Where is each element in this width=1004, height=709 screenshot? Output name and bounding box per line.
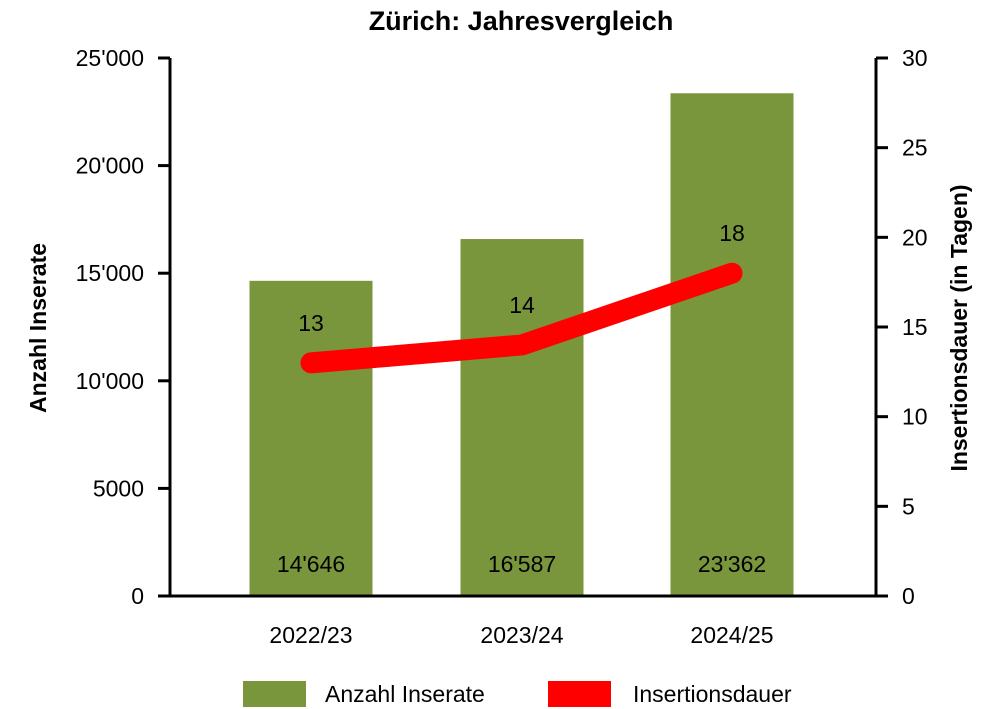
- y2-tick-label: 20: [902, 224, 928, 250]
- y2-tick-label: 10: [902, 404, 928, 430]
- bars-layer: [249, 93, 794, 597]
- line-layer: [300, 262, 743, 374]
- y-tick-label: 15'000: [76, 260, 144, 286]
- axes-layer: 0 5000 10'000 15'000 20'000 25'000 0 5 10 15 20 25 3…: [76, 45, 928, 648]
- y-tick-label: 10'000: [76, 368, 144, 394]
- y-tick-label: 0: [131, 583, 144, 609]
- chart-title: Zürich: Jahresvergleich: [369, 6, 674, 36]
- x-tick-label: 2023/24: [480, 622, 563, 648]
- y-tick-label: 5000: [93, 475, 144, 501]
- y-tick-label: 20'000: [76, 153, 144, 179]
- labels-layer: 13 14 18 14'646 16'587 23'362: [277, 220, 766, 577]
- bar-data-label: 16'587: [488, 551, 556, 577]
- y-tick-label: 25'000: [76, 45, 144, 71]
- y2-tick-label: 0: [902, 583, 915, 609]
- legend-label-line: Insertionsdauer: [633, 681, 792, 707]
- y-axis-title: Anzahl Inserate: [25, 243, 51, 413]
- y2-tick-label: 25: [902, 135, 928, 161]
- line-data-label: 13: [298, 310, 324, 336]
- y2-tick-label: 15: [902, 314, 928, 340]
- line-data-label: 14: [509, 292, 535, 318]
- bar-2022/23: [249, 280, 373, 596]
- bar-2024/25: [670, 93, 794, 597]
- legend-swatch-bar: [243, 681, 306, 707]
- insertionsdauer-line: [300, 262, 743, 374]
- legend-swatch-line: [548, 681, 611, 707]
- bar-data-label: 14'646: [277, 551, 345, 577]
- line-data-label: 18: [719, 220, 745, 246]
- bar-data-label: 23'362: [698, 551, 766, 577]
- y2-tick-label: 30: [902, 45, 928, 71]
- x-tick-label: 2024/25: [690, 622, 773, 648]
- legend-label-bar: Anzahl Inserate: [325, 681, 485, 707]
- y2-axis-title: Insertionsdauer (in Tagen): [946, 184, 972, 471]
- legend: Anzahl Inserate Insertionsdauer: [243, 681, 792, 707]
- x-tick-label: 2022/23: [269, 622, 352, 648]
- bar-2023/24: [460, 239, 584, 596]
- y2-tick-label: 5: [902, 493, 915, 519]
